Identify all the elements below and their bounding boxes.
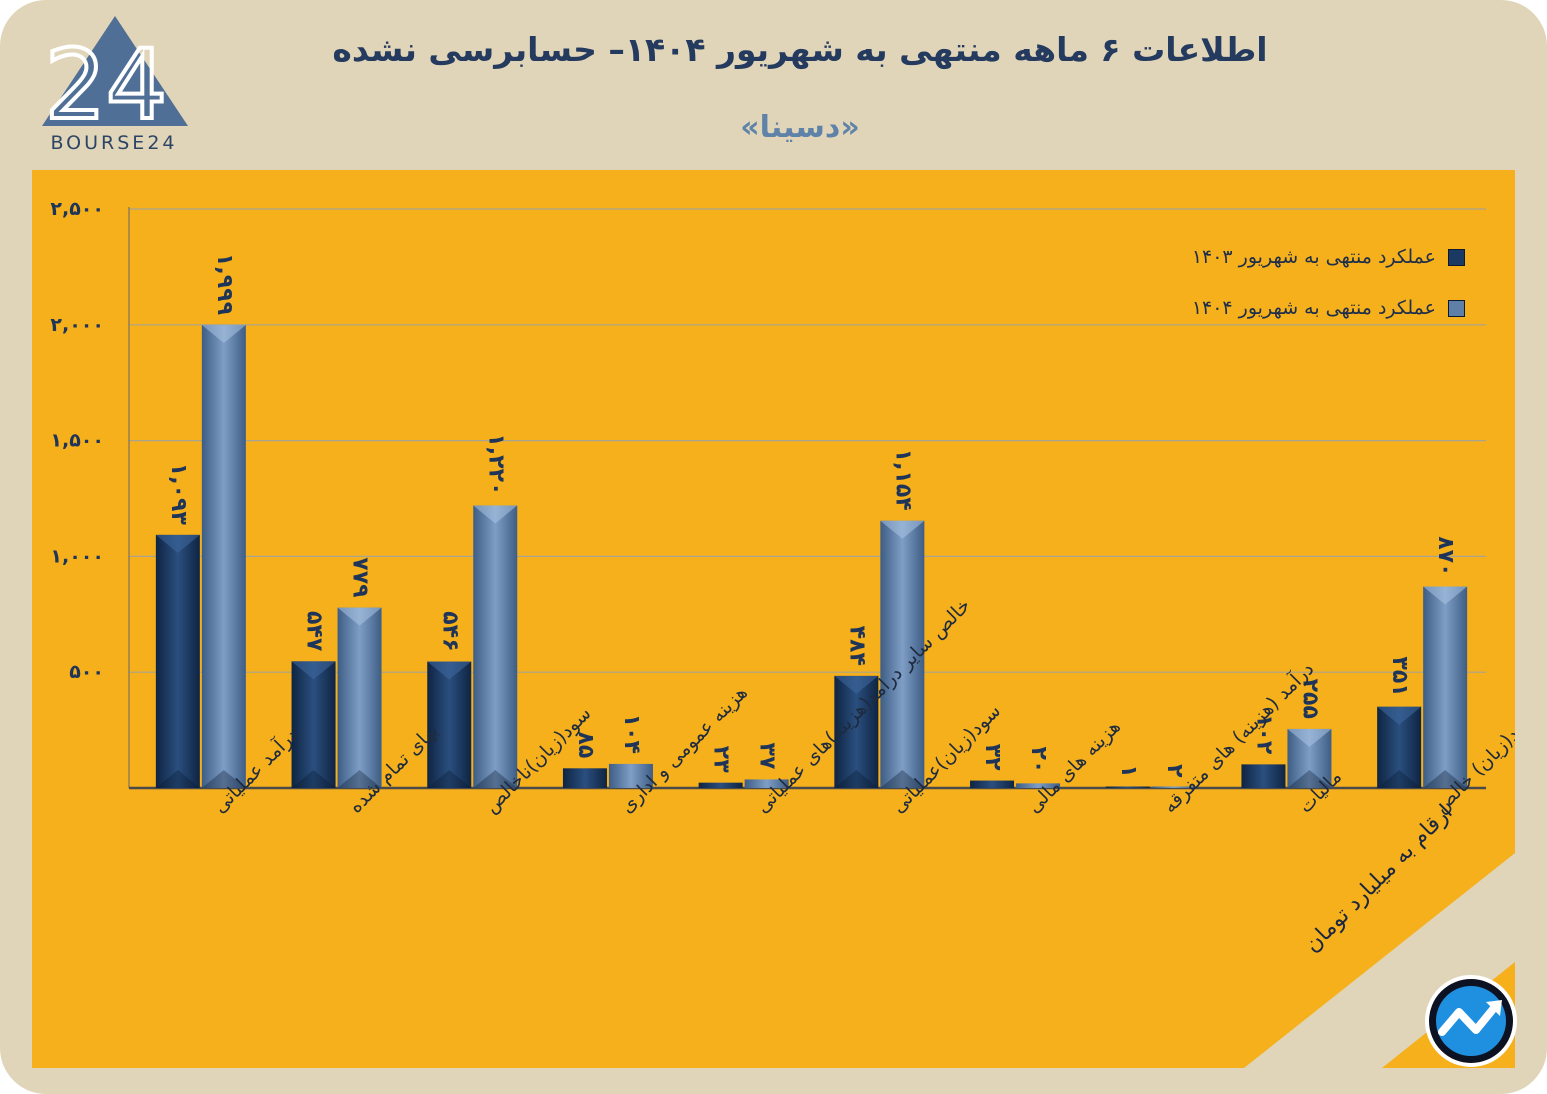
bar-bevel-top <box>1423 586 1468 605</box>
bar-bevel-top <box>337 607 382 626</box>
bar-body <box>201 325 246 788</box>
bar-body <box>337 607 382 788</box>
legend-swatch-1403 <box>1448 249 1465 266</box>
bar-1404 <box>1423 586 1468 788</box>
bar-bevel-top <box>473 505 518 524</box>
bar-bevel-bottom <box>1423 770 1468 788</box>
y-tick-label: ۱,۰۰۰ <box>50 545 104 567</box>
bar-1403 <box>427 661 472 788</box>
bar-body <box>427 661 472 788</box>
y-tick-label: ۵۰۰ <box>69 661 104 683</box>
bar-bevel-bottom <box>880 770 925 788</box>
data-label-1404: ۲ <box>1162 764 1187 778</box>
bar-bevel-bottom <box>155 770 200 788</box>
data-label-1404: ۲۵۵ <box>1297 679 1322 719</box>
bar-bevel-top <box>201 325 246 344</box>
trend-arrow-icon <box>1425 975 1517 1067</box>
legend-label-1403: عملکرد منتهی به شهریور ۱۴۰۳ <box>1191 246 1436 268</box>
data-label-1404: ۲۰ <box>1026 747 1051 774</box>
bar-body <box>698 782 743 788</box>
data-label-1404: ۳۷ <box>755 743 780 770</box>
bar-bevel-top <box>291 661 336 680</box>
y-tick-label: ۲,۵۰۰ <box>50 198 104 220</box>
bar-bevel-bottom <box>291 770 336 788</box>
data-label-1404: ۱,۱۵۴ <box>890 449 915 511</box>
bar-1404 <box>1151 786 1196 788</box>
bar-body <box>1241 764 1286 788</box>
bar-body <box>1105 786 1150 788</box>
bar-bevel-bottom <box>337 770 382 788</box>
data-label-1403: ۱,۰۹۳ <box>166 463 191 526</box>
bar-1404 <box>473 505 518 788</box>
bar-bevel-top <box>155 534 200 553</box>
logo-wordmark: BOURSE24 <box>50 132 178 154</box>
y-tick-label: ۱,۵۰۰ <box>50 430 104 452</box>
bar-body <box>608 763 653 788</box>
bar-body <box>473 505 518 788</box>
page-title: اطلاعات ۶ ماهه منتهی به شهریور ۱۴۰۴– حسا… <box>332 30 1268 69</box>
y-tick-label: ۲,۰۰۰ <box>50 314 104 336</box>
legend-item-1403: عملکرد منتهی به شهریور ۱۴۰۳ <box>1192 246 1465 268</box>
bar-body <box>1151 786 1196 788</box>
bar-1403 <box>562 768 607 788</box>
bar-1404 <box>744 779 789 788</box>
data-label-1403: ۸۵ <box>573 731 598 758</box>
page-subtitle: «دسینا» <box>740 110 860 145</box>
data-label-1403: ۵۴۶ <box>437 611 462 651</box>
bar-1403 <box>1241 764 1286 788</box>
bourse24-logo-icon: 24 <box>42 16 188 143</box>
data-label-1403: ۱ <box>1116 764 1141 777</box>
data-label-1404: ۱۰۴ <box>619 714 644 754</box>
bar-body <box>880 520 925 788</box>
bar-body <box>1016 783 1061 788</box>
data-label-1403: ۴۸۴ <box>844 626 869 666</box>
bar-body <box>970 780 1015 788</box>
bar-body <box>291 661 336 788</box>
bar-bevel-bottom <box>834 770 879 788</box>
bar-body <box>834 675 879 788</box>
bar-1403 <box>1377 706 1422 788</box>
bar-1404 <box>337 607 382 788</box>
bar-1404 <box>1287 728 1332 788</box>
legend-label-1404: عملکرد منتهی به شهریور ۱۴۰۴ <box>1191 297 1436 319</box>
bar-1403 <box>1105 786 1150 788</box>
bar-bevel-top <box>1377 706 1422 725</box>
data-label-1404: ۷۷۹ <box>348 557 373 597</box>
bar-bevel-top <box>880 520 925 539</box>
data-label-1403: ۱۰۲ <box>1251 714 1276 755</box>
bar-bevel-bottom <box>201 770 246 788</box>
bar-bevel-top <box>427 661 472 680</box>
bar-1403 <box>698 782 743 788</box>
bar-bevel-bottom <box>473 770 518 788</box>
bar-1403 <box>834 675 879 788</box>
data-label-1404: ۱,۹۹۹ <box>212 253 237 315</box>
bar-bevel-bottom <box>427 770 472 788</box>
data-label-1403: ۵۴۷ <box>302 611 327 652</box>
bar-1403 <box>291 661 336 788</box>
legend-item-1404: عملکرد منتهی به شهریور ۱۴۰۴ <box>1192 297 1465 319</box>
bar-bevel-top <box>1287 728 1332 747</box>
bar-1404 <box>1016 783 1061 788</box>
svg-text:24: 24 <box>45 29 167 141</box>
bar-body <box>1423 586 1468 788</box>
bar-body <box>744 779 789 788</box>
data-label-1404: ۸۷۰ <box>1433 536 1458 576</box>
data-label-1403: ۳۲ <box>980 744 1005 771</box>
bar-1404 <box>201 325 246 788</box>
bar-bevel-top <box>834 675 879 694</box>
bar-bevel-bottom <box>1377 770 1422 788</box>
bar-body <box>155 534 200 788</box>
legend-swatch-1404 <box>1448 300 1465 317</box>
data-label-1403: ۲۳ <box>709 746 734 773</box>
data-label-1403: ۳۵۱ <box>1387 656 1412 696</box>
bar-1403 <box>155 534 200 788</box>
data-label-1404: ۱,۲۲۰ <box>483 433 508 495</box>
bar-bevel-bottom <box>1287 770 1332 788</box>
chart-panel <box>32 170 1515 1068</box>
bar-1404 <box>608 763 653 788</box>
bar-1404 <box>880 520 925 788</box>
bar-1403 <box>970 780 1015 788</box>
bar-body <box>562 768 607 788</box>
